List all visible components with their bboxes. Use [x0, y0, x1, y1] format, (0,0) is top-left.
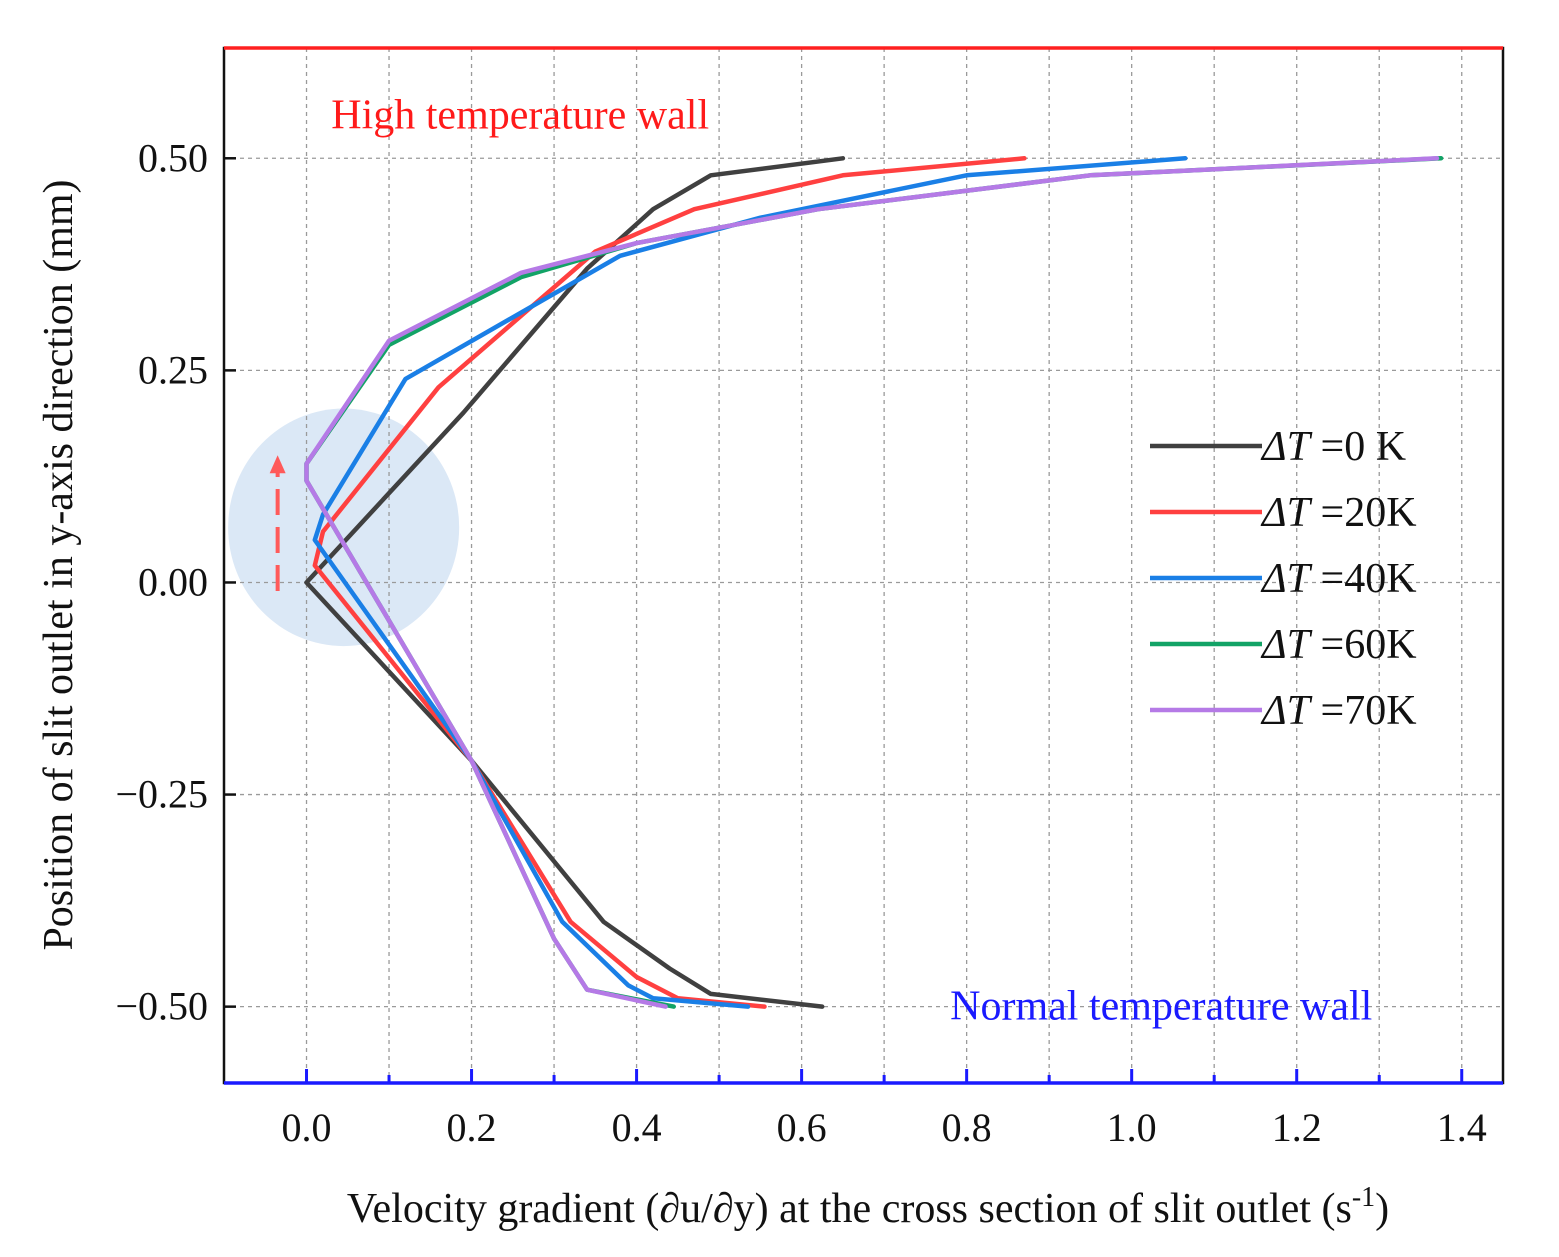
annotation-1: Normal temperature wall	[950, 983, 1372, 1029]
y-tick-label: −0.50	[115, 984, 208, 1029]
legend-label-4: ΔT =70K	[1260, 688, 1417, 734]
series-line-2	[312, 156, 1188, 1009]
y-tick-label: 0.25	[138, 347, 208, 392]
series-lines	[304, 156, 1444, 1009]
legend-label-2: ΔT =40K	[1260, 556, 1417, 602]
legend-label-0: ΔT =0 K	[1260, 424, 1406, 470]
y-axis-title: Position of slit outlet in y-axis direct…	[36, 179, 82, 950]
x-tick-label: 0.8	[942, 1105, 992, 1150]
x-axis-title-superscript: -1	[1352, 1182, 1375, 1213]
legend-label-3: ΔT =60K	[1260, 622, 1417, 668]
legend-label-symbol: ΔT	[1260, 490, 1313, 536]
x-tick-label: 1.2	[1272, 1105, 1322, 1150]
legend-label-symbol: ΔT	[1260, 622, 1313, 668]
series-line-4	[304, 156, 1440, 1009]
x-tick-label: 1.0	[1107, 1105, 1157, 1150]
legend-label-1: ΔT =20K	[1260, 490, 1417, 536]
x-tick-label: 0.2	[447, 1105, 497, 1150]
axis-ticks: 0.0 0.2 0.4 0.6 0.8 1.0 1.2 1.4 0.50 0.25 0.00 −0.2…	[115, 135, 1486, 1150]
x-axis-title-end: )	[1375, 1186, 1389, 1232]
x-tick-label: 1.4	[1437, 1105, 1487, 1150]
legend-label-value: =20K	[1310, 490, 1417, 536]
y-tick-label: −0.25	[115, 772, 208, 817]
dashed-arrow-head	[269, 455, 286, 474]
y-tick-label: 0.50	[138, 135, 208, 180]
annotation-0: High temperature wall	[331, 93, 709, 139]
highlight-circle	[228, 408, 460, 647]
grid-lines	[224, 48, 1503, 1083]
x-tick-label: 0.4	[612, 1105, 662, 1150]
legend-label-symbol: ΔT	[1260, 688, 1313, 734]
legend-label-symbol: ΔT	[1260, 556, 1313, 602]
legend-label-value: =70K	[1310, 688, 1417, 734]
y-tick-label: 0.00	[138, 559, 208, 604]
x-axis-title: Velocity gradient (∂u/∂y) at the cross s…	[347, 1182, 1389, 1232]
x-tick-label: 0.0	[282, 1105, 332, 1150]
legend-label-symbol: ΔT	[1260, 424, 1313, 470]
highlight-region	[228, 408, 460, 647]
series-line-0	[304, 156, 846, 1009]
x-axis-title-main: Velocity gradient (∂u/∂y) at the cross s…	[347, 1186, 1352, 1232]
x-tick-label: 0.6	[777, 1105, 827, 1150]
annotations: High temperature wall Normal temperature …	[331, 93, 1372, 1030]
legend-label-value: =40K	[1310, 556, 1417, 602]
legend-label-value: =0 K	[1310, 424, 1406, 470]
legend-label-value: =60K	[1310, 622, 1417, 668]
